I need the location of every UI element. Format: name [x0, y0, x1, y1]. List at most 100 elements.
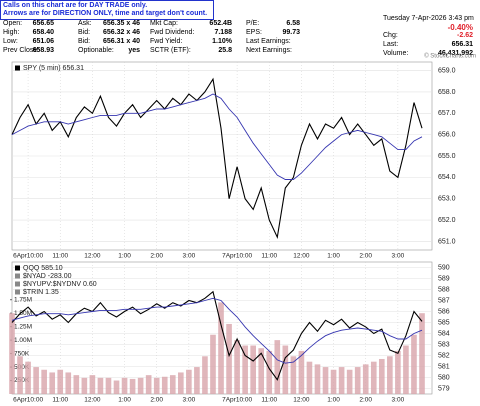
- legend-swatch: [15, 265, 20, 271]
- y-tick-label: 654.0: [438, 174, 456, 181]
- quote-label: Bid:: [78, 38, 91, 45]
- volume-bar: [33, 367, 39, 394]
- quote-label: Fwd Yield:: [150, 38, 183, 45]
- volume-bar: [41, 369, 47, 394]
- y-tick-label: 750K: [14, 350, 30, 357]
- y-tick-label: 584: [438, 330, 450, 337]
- quote-label: Last Earnings:: [246, 38, 291, 45]
- volume-bar: [169, 375, 176, 394]
- volume-bar: [49, 372, 56, 394]
- quote-value: yes: [128, 47, 140, 54]
- y-tick-label: 658.0: [438, 89, 456, 96]
- volume-bar: [145, 375, 152, 394]
- legend-entry: SPY (5 min) 656.31: [23, 65, 84, 72]
- volume-bar: [194, 367, 200, 394]
- y-tick-label: 1.00M: [14, 337, 32, 344]
- quote-value: 46,431,992: [437, 50, 473, 57]
- notice-line: Arrows are for DIRECTION ONLY, time and …: [3, 10, 208, 17]
- y-tick-label: 1.75M: [14, 296, 32, 303]
- x-tick-label: 6Apr10:00: [13, 253, 43, 260]
- quote-value: 658.93: [32, 47, 54, 54]
- volume-bar: [161, 376, 168, 394]
- y-tick-label: 659.0: [438, 67, 456, 74]
- legend-entry: QQQ 585.10: [23, 265, 63, 272]
- x-tick-label: 11:00: [52, 397, 68, 404]
- volume-bar: [97, 377, 104, 394]
- volume-bar: [17, 356, 23, 394]
- y-tick-label: 582: [438, 352, 450, 359]
- volume-bar: [395, 350, 401, 394]
- quote-value: 7.188: [214, 29, 232, 36]
- y-tick-label: 580: [438, 374, 450, 381]
- legend-swatch: [15, 281, 20, 287]
- volume-bar: [411, 334, 417, 394]
- volume-bar: [290, 356, 297, 394]
- volume-bar: [250, 345, 256, 394]
- x-tick-label: 12:00: [293, 253, 310, 260]
- x-tick-label: 1:00: [327, 397, 340, 404]
- y-tick-label: 583: [438, 341, 450, 348]
- change-pct: -0.40%: [447, 23, 473, 32]
- volume-bar: [153, 377, 160, 394]
- y-tick-label: 581: [438, 363, 450, 370]
- price-line: [11, 77, 423, 240]
- volume-bar: [378, 358, 385, 394]
- y-tick-label: 587: [438, 297, 450, 304]
- x-tick-label: 7Apr10:00: [222, 253, 252, 260]
- x-tick-label: 11:00: [52, 253, 68, 260]
- volume-bar: [65, 372, 72, 394]
- quote-label: Last:: [383, 41, 399, 48]
- volume-bar: [89, 375, 96, 394]
- volume-bar: [202, 356, 208, 394]
- volume-bar: [218, 302, 224, 394]
- price-line: [11, 297, 423, 364]
- legend-swatch: [15, 65, 20, 71]
- volume-bar: [57, 369, 64, 394]
- x-tick-label: 12:00: [84, 397, 101, 404]
- y-tick-label: 653.0: [438, 196, 456, 203]
- x-tick-label: 2:00: [359, 397, 372, 404]
- quote-label: High:: [3, 29, 20, 36]
- y-tick-label: 590: [438, 264, 450, 271]
- quote-value: 656.35 x 46: [103, 20, 140, 27]
- watermark: © StockCharts.com: [424, 53, 476, 60]
- volume-bar: [258, 348, 265, 394]
- y-tick-label: 1.25M: [14, 323, 32, 330]
- quote-label: SCTR (ETF):: [150, 47, 191, 54]
- volume-bar: [137, 377, 144, 394]
- y-tick-label: 588: [438, 286, 450, 293]
- price-line: [11, 93, 423, 180]
- quote-label: Chg:: [383, 32, 398, 39]
- quote-label: Optionable:: [78, 47, 114, 54]
- quote-label: Bid:: [78, 29, 91, 36]
- quote-value: 6.58: [286, 20, 300, 27]
- volume-bar: [9, 313, 15, 394]
- volume-bar: [274, 340, 281, 394]
- legend-entry: $NYUPV:$NYDNV 0.60: [23, 281, 97, 288]
- volume-bar: [113, 380, 120, 394]
- volume-bar: [354, 367, 361, 394]
- y-tick-label: 651.0: [438, 238, 456, 245]
- quote-value: 658.40: [32, 29, 54, 36]
- quote-label: Prev Close:: [3, 47, 40, 54]
- volume-bar: [306, 361, 313, 394]
- volume-bar: [121, 377, 128, 394]
- x-tick-label: 2:00: [150, 397, 163, 404]
- quote-value: 656.31: [451, 41, 473, 48]
- quote-label: Mkt Cap:: [150, 20, 179, 27]
- legend-swatch: [15, 289, 20, 295]
- volume-bar: [81, 377, 88, 394]
- x-tick-label: 2:00: [359, 253, 372, 260]
- y-tick-label: 589: [438, 275, 450, 282]
- quote-label: Ask:: [78, 20, 92, 27]
- y-tick-label: 652.0: [438, 217, 456, 224]
- y-tick-label: 579: [438, 385, 450, 392]
- volume-bar: [234, 340, 240, 394]
- quote-value: 656.31 x 40: [103, 38, 140, 45]
- x-tick-label: 3:00: [392, 397, 405, 404]
- quote-value: -2.62: [457, 32, 473, 39]
- volume-bar: [25, 361, 31, 394]
- quote-label: Fwd Dividend:: [150, 29, 195, 36]
- legend-swatch: [15, 273, 20, 279]
